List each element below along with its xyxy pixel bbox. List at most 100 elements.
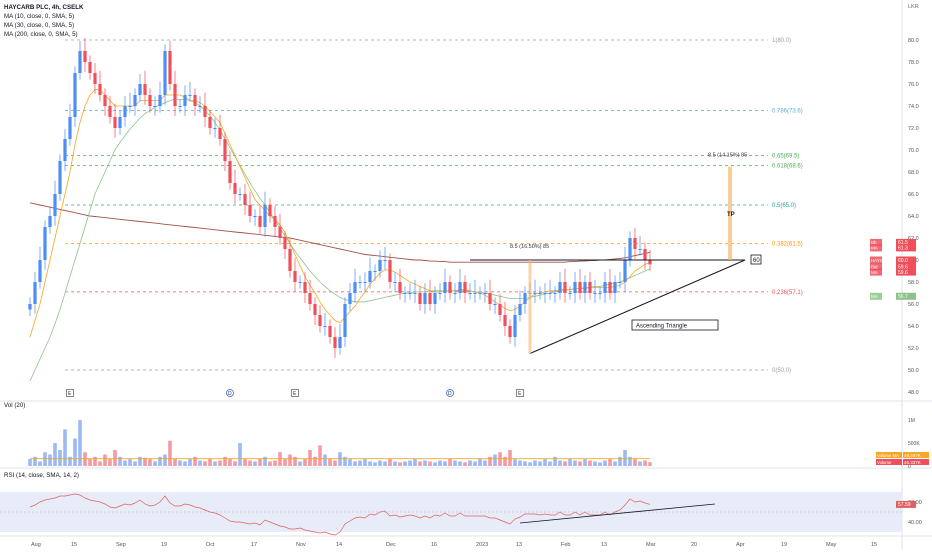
volume-bar: [123, 460, 127, 466]
volume-bar: [638, 461, 642, 466]
volume-bar: [468, 460, 472, 466]
volume-bar: [593, 461, 597, 466]
volume-bar: [598, 462, 602, 466]
candle-body: [358, 282, 362, 283]
volume-bar: [228, 459, 232, 466]
time-axis-label: Apr: [736, 542, 745, 548]
rsi-tick-label: 40.00: [908, 520, 922, 526]
fib-level-label: 0(50.0): [772, 368, 791, 374]
candle-body: [243, 194, 247, 205]
candle-body: [178, 106, 182, 107]
candle-body: [538, 293, 542, 294]
candle-body: [63, 139, 67, 161]
volume-bar: [58, 449, 62, 466]
price-tag-bg: [896, 268, 916, 276]
candle-body: [558, 282, 562, 293]
candle-body: [463, 282, 467, 293]
price-tick-label: 58.0: [908, 280, 919, 286]
chart-legend: HAYCARB PLC, 4h, CSELK MA (10, close, 0,…: [4, 3, 84, 39]
candle-body: [513, 315, 517, 337]
candle-body: [368, 271, 372, 282]
candle-body: [398, 282, 402, 293]
time-axis-label: 19: [161, 542, 167, 548]
candle-body: [458, 282, 462, 293]
price-tag-name-bg: [870, 263, 882, 271]
volume-bar: [408, 460, 412, 466]
price-tick-label: 56.0: [908, 302, 919, 308]
volume-bar: [433, 462, 437, 466]
volume-bar: [458, 461, 462, 466]
candle-body: [633, 238, 637, 249]
candle-body: [383, 260, 387, 261]
volume-bar: [378, 460, 382, 466]
candle-body: [258, 216, 262, 227]
volume-bar: [393, 461, 397, 466]
candle-body: [448, 282, 452, 293]
rising-support-line: [529, 259, 746, 354]
candle-body: [268, 205, 272, 216]
candle-body: [208, 117, 212, 128]
candle-body: [143, 84, 147, 95]
candle-body: [98, 84, 102, 95]
rsi-legend: RSI (14, close, SMA, 14, 2): [4, 472, 79, 479]
volume-bar: [538, 461, 542, 466]
candle-body: [303, 282, 307, 293]
candle-body: [198, 106, 202, 107]
volume-tick-label: 0: [908, 464, 911, 470]
candle-body: [488, 293, 492, 304]
fib-level-label: 1(80.0): [772, 38, 791, 44]
candle-body: [543, 293, 547, 294]
volume-bar: [323, 454, 327, 466]
volume-bar: [218, 460, 222, 466]
price-tick-label: 50.0: [908, 368, 919, 374]
price-tick-label: 64.0: [908, 214, 919, 220]
candle-body: [533, 293, 537, 294]
price-tag-bg: [896, 263, 916, 271]
volume-bar: [418, 461, 422, 466]
price-tick-label: 48.0: [908, 390, 919, 396]
volume-bar: [63, 429, 67, 466]
volume-bar: [223, 456, 227, 466]
target-bar: [728, 166, 732, 260]
volume-bar: [273, 460, 277, 466]
volume-bar: [648, 462, 652, 466]
volume-bar: [413, 459, 417, 466]
volume-bar: [478, 459, 482, 466]
volume-bar: [298, 461, 302, 466]
volume-bar: [373, 462, 377, 466]
volume-bar: [618, 456, 622, 466]
fib-level-label: 0.786(73.6): [772, 108, 803, 114]
volume-bar: [533, 460, 537, 466]
volume-bar: [293, 456, 297, 466]
volume-bar: [143, 457, 147, 466]
price-tag-name: MA: [871, 270, 878, 275]
volume-bar: [43, 452, 47, 466]
candle-body: [188, 95, 192, 96]
candle-body: [228, 161, 232, 183]
event-marker-label: E: [293, 391, 297, 397]
volume-bar: [363, 459, 367, 466]
volume-bar: [463, 462, 467, 466]
ma10-line: [29, 89, 651, 338]
price-tag-value: 56.7: [898, 294, 908, 300]
event-marker-label: D: [448, 391, 452, 397]
fib-level-label: 0.382(61.5): [772, 242, 803, 248]
candle-body: [618, 282, 622, 283]
volume-bar: [388, 459, 392, 466]
volume-tag-value-bg: [903, 452, 929, 458]
candle-body: [48, 216, 52, 227]
volume-bar: [343, 456, 347, 466]
price-tag-bg: [896, 292, 916, 300]
volume-bar: [493, 454, 497, 466]
candle-body: [93, 73, 97, 84]
price-tag-bg: [896, 256, 916, 264]
candle-body: [173, 84, 177, 106]
ma30-line: [29, 99, 651, 382]
volume-bar: [198, 460, 202, 466]
volume-bar: [138, 456, 142, 466]
candle-body: [623, 260, 627, 282]
candle-body: [443, 282, 447, 293]
candle-body: [638, 249, 642, 250]
rsi-value-bg: [896, 500, 916, 508]
